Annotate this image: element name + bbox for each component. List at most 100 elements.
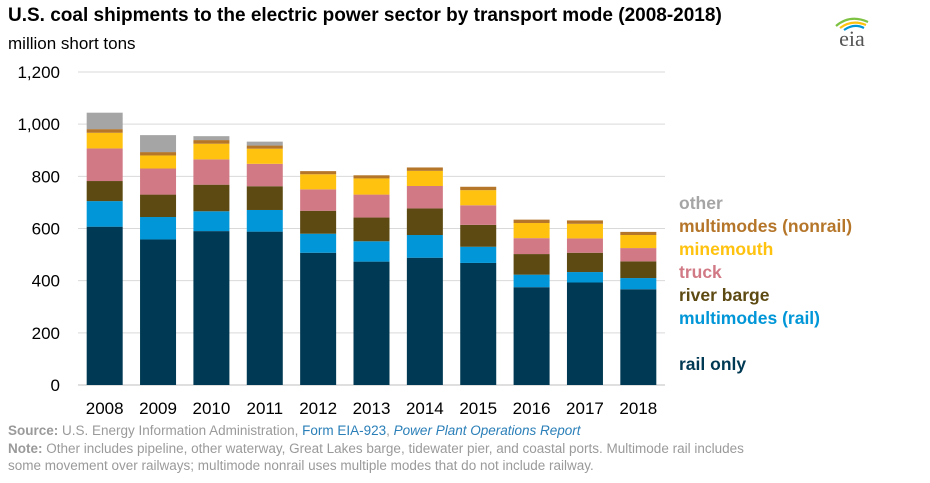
x-tick-label: 2011 <box>246 399 283 418</box>
bar-minemouth-2015 <box>460 190 497 206</box>
bar-rail_only-2017 <box>566 282 603 385</box>
bar-truck-2010 <box>193 159 230 185</box>
bar-river_barge-2013 <box>353 217 390 242</box>
bar-minemouth-2017 <box>566 223 603 239</box>
x-tick-label: 2018 <box>619 399 657 418</box>
bar-minemouth-2011 <box>246 148 283 164</box>
bar-other-2008 <box>86 112 123 130</box>
bar-rail_only-2013 <box>353 261 390 385</box>
legend-minemouth: minemouth <box>679 239 773 259</box>
bar-other-2009 <box>140 135 177 153</box>
legend: other multimodes (nonrail) minemouth truck r… <box>679 193 852 374</box>
x-tick-labels: 2008 2009 2010 2011 2012 2013 2014 2015 2016 2017… <box>86 399 657 418</box>
bar-multimodes_rail-2018 <box>620 278 657 290</box>
source-label: Source: <box>8 423 59 438</box>
bar-multimodes_rail-2012 <box>300 233 337 253</box>
bar-minemouth-2012 <box>300 174 337 190</box>
bar-truck-2016 <box>513 238 550 255</box>
bar-multimodes_nonrail-2014 <box>406 167 443 171</box>
y-tick-label: 0 <box>51 376 60 395</box>
bar-truck-2008 <box>86 148 123 182</box>
bar-other-2011 <box>246 141 283 146</box>
y-tick-label: 400 <box>32 272 60 291</box>
x-tick-label: 2008 <box>86 399 124 418</box>
bar-truck-2013 <box>353 194 390 218</box>
bar-rail_only-2016 <box>513 287 550 385</box>
bar-multimodes_nonrail-2018 <box>620 231 657 236</box>
bar-multimodes_nonrail-2016 <box>513 219 550 224</box>
legend-other: other <box>679 193 723 213</box>
bar-river_barge-2010 <box>193 184 230 212</box>
bar-rail_only-2015 <box>460 262 497 385</box>
bar-multimodes_rail-2009 <box>140 217 177 240</box>
bar-multimodes_nonrail-2015 <box>460 186 497 191</box>
bar-minemouth-2013 <box>353 178 390 195</box>
bar-river_barge-2016 <box>513 254 550 275</box>
bar-rail_only-2010 <box>193 231 230 385</box>
bar-rail_only-2011 <box>246 231 283 385</box>
x-tick-label: 2014 <box>406 399 444 418</box>
bar-multimodes_nonrail-2012 <box>300 171 337 175</box>
bars <box>86 112 657 385</box>
bar-minemouth-2014 <box>406 170 443 186</box>
bar-minemouth-2018 <box>620 235 657 249</box>
x-tick-label: 2013 <box>353 399 391 418</box>
note-line-1: Note: Other includes pipeline, other wat… <box>8 440 744 457</box>
y-tick-label: 1,000 <box>17 115 60 134</box>
bar-minemouth-2009 <box>140 155 177 169</box>
bar-truck-2009 <box>140 168 177 195</box>
bar-multimodes_nonrail-2017 <box>566 220 603 224</box>
bar-minemouth-2016 <box>513 223 550 239</box>
legend-multimodes_nonrail: multimodes (nonrail) <box>679 216 852 236</box>
legend-multimodes_rail: multimodes (rail) <box>679 308 820 328</box>
x-tick-label: 2012 <box>299 399 337 418</box>
bar-multimodes_nonrail-2011 <box>246 145 283 149</box>
y-tick-label: 1,200 <box>17 63 60 82</box>
bar-river_barge-2008 <box>86 181 123 202</box>
y-tick-label: 200 <box>32 324 60 343</box>
bar-river_barge-2011 <box>246 186 283 210</box>
bar-multimodes_nonrail-2009 <box>140 152 177 156</box>
bar-minemouth-2010 <box>193 143 230 160</box>
bar-multimodes_rail-2016 <box>513 274 550 288</box>
source-line: Source: U.S. Energy Information Administ… <box>8 422 581 439</box>
bar-river_barge-2017 <box>566 252 603 273</box>
bar-rail_only-2009 <box>140 239 177 385</box>
note-text: Other includes pipeline, other waterway,… <box>42 441 744 456</box>
bar-truck-2017 <box>566 238 603 253</box>
bar-river_barge-2015 <box>460 224 497 247</box>
y-tick-label: 600 <box>32 220 60 239</box>
bar-multimodes_rail-2017 <box>566 272 603 283</box>
eia-logo-text: eia <box>839 26 865 51</box>
bar-multimodes_rail-2013 <box>353 241 390 262</box>
legend-river_barge: river barge <box>679 285 770 305</box>
stacked-bar-chart: 0 200 400 600 800 1,000 1,200 2008 2009 2010 2011… <box>17 63 852 418</box>
chart-subtitle: million short tons <box>8 34 136 53</box>
bar-multimodes_rail-2008 <box>86 201 123 227</box>
form-eia-923-link[interactable]: Form EIA-923 <box>302 423 387 438</box>
legend-truck: truck <box>679 262 722 282</box>
bar-multimodes_rail-2011 <box>246 209 283 232</box>
bar-multimodes_nonrail-2013 <box>353 175 390 179</box>
power-plant-report-link[interactable]: Power Plant Operations Report <box>393 423 581 438</box>
bar-truck-2018 <box>620 248 657 262</box>
bar-river_barge-2009 <box>140 194 177 218</box>
x-tick-label: 2017 <box>566 399 604 418</box>
bar-multimodes_rail-2010 <box>193 211 230 232</box>
x-tick-label: 2015 <box>459 399 497 418</box>
y-tick-labels: 0 200 400 600 800 1,000 1,200 <box>17 63 60 395</box>
bar-minemouth-2008 <box>86 132 123 149</box>
x-tick-label: 2016 <box>513 399 551 418</box>
bar-truck-2011 <box>246 163 283 187</box>
bar-rail_only-2014 <box>406 257 443 385</box>
chart-title: U.S. coal shipments to the electric powe… <box>8 5 722 26</box>
bar-multimodes_nonrail-2010 <box>193 140 230 144</box>
bar-rail_only-2012 <box>300 252 337 385</box>
bar-multimodes_rail-2015 <box>460 246 497 263</box>
bar-truck-2012 <box>300 189 337 211</box>
note-line-2: some movement over railways; multimode n… <box>8 458 594 473</box>
bar-river_barge-2014 <box>406 208 443 236</box>
eia-logo: eia <box>835 17 869 51</box>
source-text: U.S. Energy Information Administration, <box>58 423 303 438</box>
bar-truck-2014 <box>406 185 443 209</box>
